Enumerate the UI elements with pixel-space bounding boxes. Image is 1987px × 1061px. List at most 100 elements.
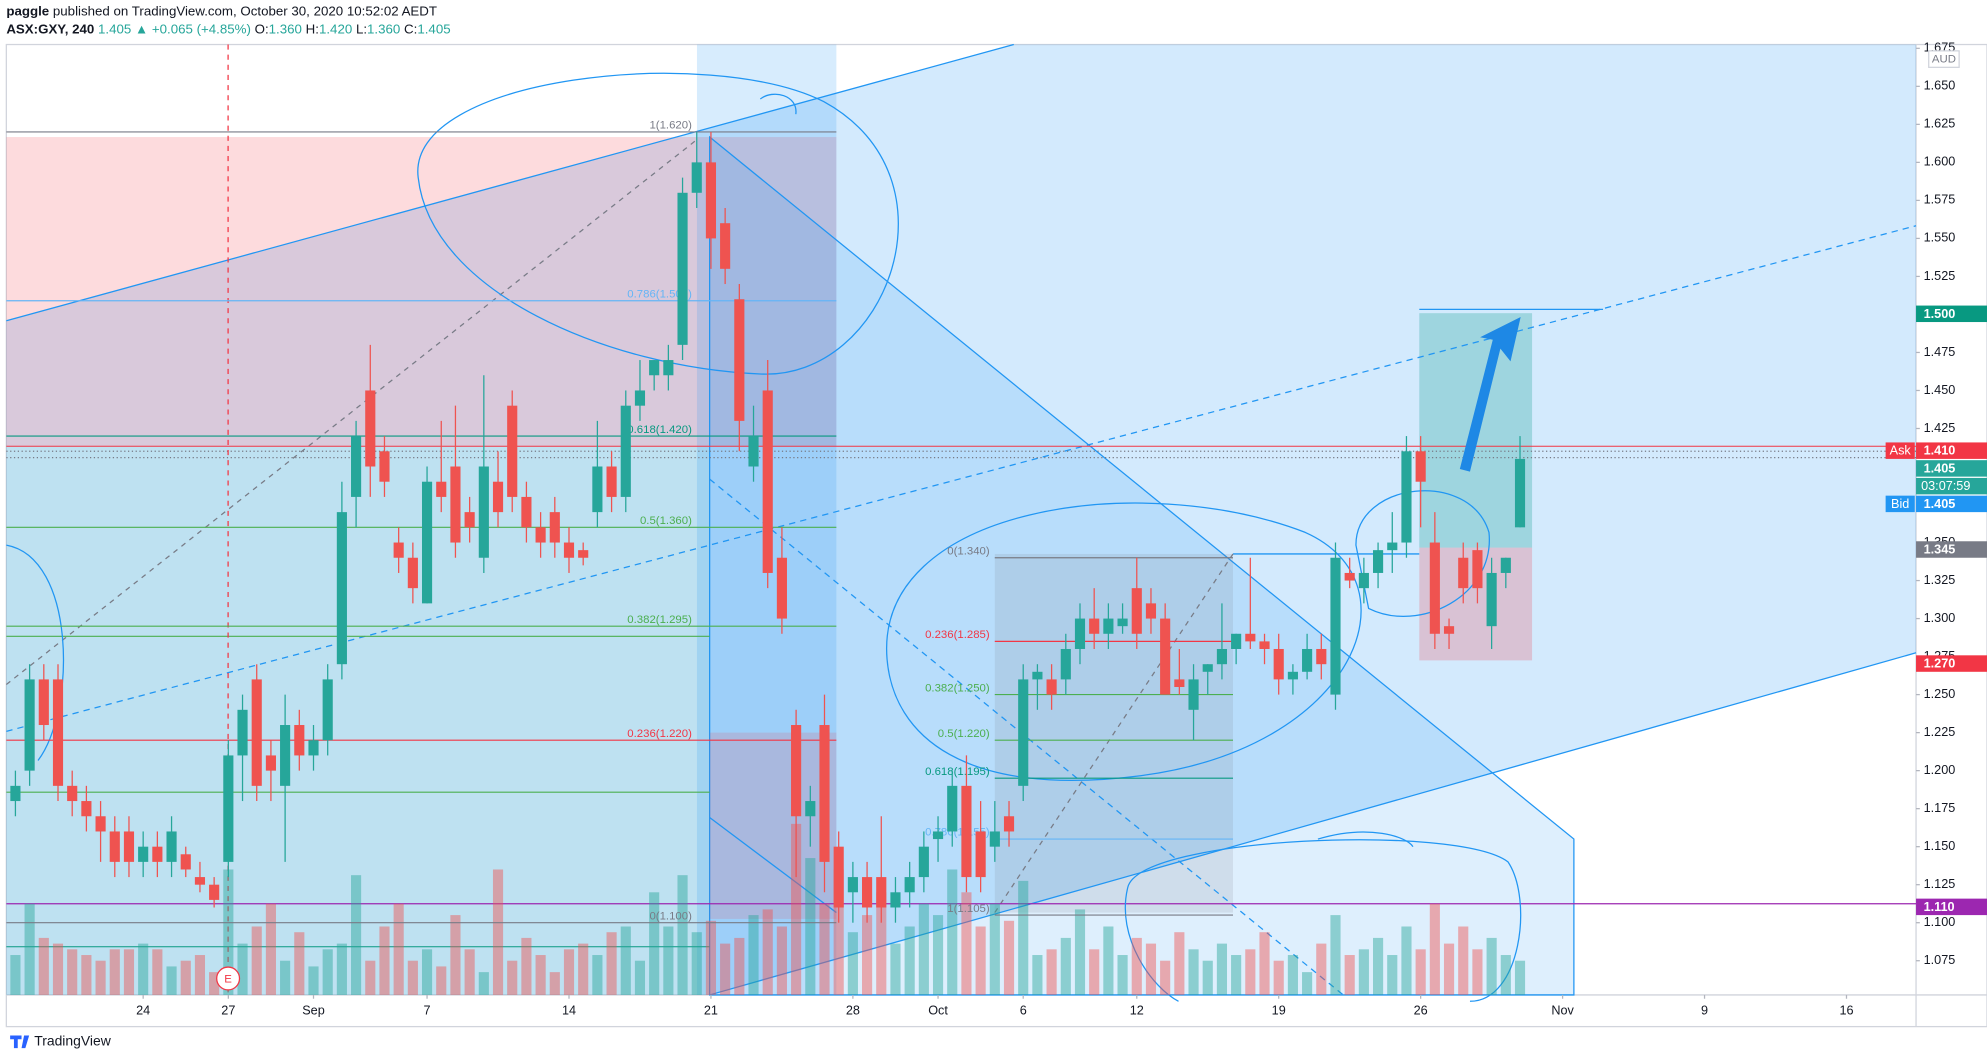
volume-bar [549, 972, 560, 995]
candle-body [365, 390, 376, 467]
candle-body [1202, 664, 1213, 672]
fib-label: 0.5(1.220) [938, 728, 990, 740]
volume-bar [1089, 949, 1100, 995]
candle-body [1245, 633, 1256, 642]
volume-bar [365, 960, 376, 995]
fib-label: 0.618(1.420) [627, 424, 692, 436]
x-tick-label: 6 [1020, 1004, 1027, 1018]
volume-bar [677, 875, 688, 995]
volume-bar [1500, 955, 1511, 995]
x-tick-label: 12 [1130, 1004, 1144, 1018]
volume-bar [1145, 943, 1157, 995]
candle-body [81, 801, 92, 817]
volume-bar [308, 966, 319, 995]
volume-bar [81, 955, 92, 995]
y-tick-label: 1.250 [1924, 687, 1956, 701]
candle-body [734, 299, 745, 421]
candle-body [1514, 458, 1526, 528]
y-tick-label: 1.100 [1924, 915, 1956, 929]
arrow: ▲ [135, 21, 148, 36]
price-tag-prefix-box [1885, 442, 1915, 459]
drawings [5, 43, 1917, 1002]
curve [6, 93, 797, 761]
candle-body [1472, 550, 1483, 589]
candle-body [478, 466, 489, 558]
candle-body [535, 527, 546, 543]
x-tick-label: 14 [562, 1004, 576, 1018]
candle-body [436, 481, 447, 497]
volume-bar [109, 949, 120, 995]
candle-body [223, 755, 234, 862]
volume-bar [67, 949, 78, 995]
volume-bar [1443, 943, 1455, 995]
candle-body [1060, 648, 1071, 680]
candle-body [1174, 679, 1185, 688]
axes: 1.075 1.100 1.125 1.150 1.175 1.200 1.225 1.250… [136, 41, 1955, 1018]
y-tick-label: 1.175 [1924, 801, 1956, 815]
h-key: H: [306, 21, 319, 36]
candle-body [1273, 648, 1284, 680]
fib-zone [709, 732, 837, 919]
fib-label: 0(1.100) [649, 910, 692, 922]
candle-body [1074, 618, 1086, 649]
volume-bar [762, 909, 773, 995]
candle-body [209, 884, 220, 900]
candle-body [180, 854, 191, 870]
candle-body [336, 512, 347, 665]
volume-bar [507, 960, 518, 995]
candle-body [393, 542, 404, 558]
price-tag-label: 1.405 [1924, 497, 1956, 511]
candle-body [918, 846, 929, 878]
y-tick-label: 1.600 [1924, 155, 1956, 169]
dashed-line [6, 225, 1917, 732]
volume-bar [1458, 926, 1469, 995]
x-tick-label: Nov [1551, 1004, 1574, 1018]
candle-body [705, 162, 717, 239]
price-tag [1916, 442, 1987, 459]
y-tick-label: 1.150 [1924, 839, 1956, 853]
candle-body [138, 846, 149, 862]
volume-bar [1472, 949, 1483, 995]
x-tick-label: 24 [136, 1004, 150, 1018]
volume-bar [1302, 972, 1313, 995]
candle-body [166, 831, 177, 862]
circle [1355, 490, 1490, 617]
volume-bar [1387, 955, 1398, 995]
price-tag-label: 1.270 [1924, 657, 1956, 671]
y-tick-label: 1.650 [1924, 79, 1956, 93]
volume-bar [10, 955, 21, 995]
candle-body [649, 360, 660, 376]
price-tag [1916, 305, 1987, 323]
volume-bar [563, 949, 575, 995]
symbol-line: ASX:GXY, 240 1.405 ▲ +0.065 (+4.85%) O:1… [6, 21, 450, 36]
candle-body [1358, 572, 1369, 589]
volume-bar [379, 926, 390, 995]
candle-body [1188, 679, 1199, 710]
volume-bar [1117, 955, 1128, 995]
volume-bar [1202, 960, 1213, 995]
volume-bar [180, 960, 191, 995]
trend-line [709, 817, 837, 914]
volume-bar [209, 972, 220, 995]
candle-body [847, 877, 858, 893]
volume-bar [606, 932, 617, 995]
volume-bar [649, 892, 660, 995]
price-tag [1916, 460, 1987, 477]
volume-bar [521, 937, 532, 995]
volume-bar [663, 926, 674, 995]
volume-bar [1245, 949, 1256, 995]
candle-body [1330, 557, 1341, 695]
y-tick-label: 1.475 [1924, 345, 1956, 359]
candle-body [989, 831, 1000, 847]
candle-body [1089, 618, 1100, 634]
candle-body [194, 877, 206, 885]
trend-line [709, 652, 1917, 996]
candle-body [10, 785, 21, 802]
candle-body [932, 831, 944, 840]
volume-bar [194, 955, 206, 995]
candle-body [691, 162, 702, 193]
price-tag-prefix: Bid [1891, 497, 1909, 511]
candle-body [890, 892, 901, 908]
candle-body [748, 436, 759, 467]
